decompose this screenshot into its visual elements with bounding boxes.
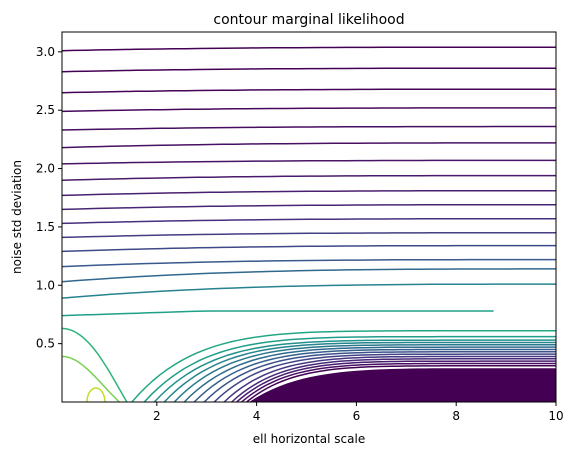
- x-tick-label: 4: [253, 409, 261, 423]
- contour-line-left-0: [62, 329, 127, 403]
- contour-line-9: [62, 205, 556, 210]
- contour-line-4: [62, 127, 556, 131]
- y-axis-label: noise std deviation: [10, 160, 24, 274]
- y-tick-label: 1.0: [36, 278, 55, 292]
- contour-line-left-2: [87, 388, 105, 402]
- x-tick-label: 6: [353, 409, 361, 423]
- contour-line-8: [62, 191, 556, 196]
- x-axis: 2 4 6 8 10: [153, 402, 564, 423]
- contour-line-12: [62, 246, 556, 252]
- y-tick-label: 1.5: [36, 220, 55, 234]
- contour-lines: [62, 47, 556, 402]
- contour-line-10: [62, 219, 556, 224]
- y-axis: 0.5 1.0 1.5 2.0 2.5 3.0: [36, 45, 62, 351]
- contour-line-5: [62, 143, 556, 148]
- x-axis-label: ell horizontal scale: [253, 432, 365, 446]
- x-tick-label: 10: [548, 409, 563, 423]
- contour-line-3: [62, 108, 556, 112]
- contour-line-7: [62, 176, 556, 181]
- contour-line-1: [62, 68, 556, 72]
- contour-line-green: [62, 311, 494, 316]
- contour-line-2: [62, 89, 556, 93]
- contour-line-15: [62, 284, 556, 298]
- y-tick-label: 2.0: [36, 162, 55, 176]
- contour-line-0: [62, 47, 556, 51]
- x-tick-label: 2: [153, 409, 161, 423]
- chart-title: contour marginal likelihood: [213, 12, 404, 28]
- contour-line-13: [62, 260, 556, 267]
- x-tick-label: 8: [452, 409, 460, 423]
- contour-line-14: [62, 269, 556, 282]
- contour-line-11: [62, 233, 556, 238]
- contour-line-6: [62, 160, 556, 164]
- y-tick-label: 0.5: [36, 337, 55, 351]
- y-tick-label: 3.0: [36, 45, 55, 59]
- contour-line-left-1: [62, 357, 119, 403]
- y-tick-label: 2.5: [36, 103, 55, 117]
